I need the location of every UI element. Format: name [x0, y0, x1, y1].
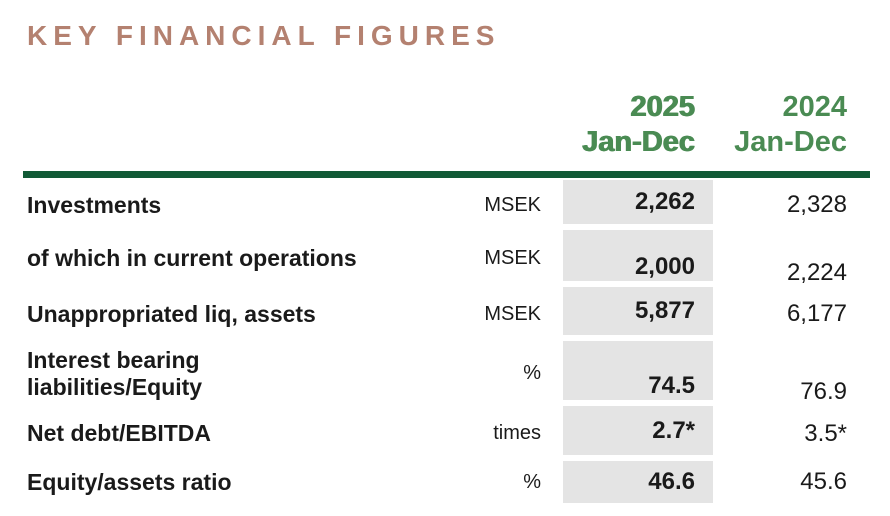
column-header-2024-year: 2024	[782, 91, 847, 123]
value-2025: 2,000	[563, 230, 713, 287]
row-unit: %	[523, 362, 541, 384]
row-unit: MSEK	[484, 302, 541, 325]
value-2025: 2.7*	[563, 406, 713, 461]
table-header-row: 2025 Jan-Dec 2024 Jan-Dec	[27, 90, 847, 160]
value-2024: 76.9	[800, 377, 847, 405]
row-label: of which in current operations	[27, 245, 357, 271]
spacer	[541, 406, 563, 461]
row-label: Unappropriated liq, assets	[27, 300, 316, 327]
row-unit: MSEK	[484, 193, 541, 216]
value-2024: 2,328	[786, 191, 847, 218]
column-header-2025-year: 2025	[630, 91, 695, 123]
value-2024: 2,224	[786, 258, 847, 286]
value-2025: 74.5	[563, 341, 713, 406]
row-label: Investments	[27, 191, 162, 218]
value-2025: 46.6	[563, 461, 713, 503]
row-label: Interest bearing liabilities/Equity	[27, 346, 203, 400]
column-header-2024: 2024 Jan-Dec	[713, 90, 847, 160]
value-2024: 6,177	[786, 300, 847, 327]
spacer	[541, 461, 563, 503]
row-unit: %	[523, 470, 541, 493]
row-unit: times	[493, 422, 541, 444]
spacer	[541, 230, 563, 287]
column-header-2024-period: Jan-Dec	[734, 126, 847, 158]
row-unit: MSEK	[484, 247, 541, 269]
value-2024: 45.6	[800, 468, 847, 495]
column-header-2025-period: Jan-Dec	[582, 126, 695, 158]
row-label: Equity/assets ratio	[27, 468, 232, 495]
spacer	[541, 341, 563, 406]
figures-table: Investments MSEK 2,262 2,328 of which in…	[27, 180, 847, 503]
row-label: Net debt/EBITDA	[27, 420, 211, 446]
value-2024: 3.5*	[804, 419, 847, 447]
spacer	[541, 287, 563, 341]
column-header-2025: 2025 Jan-Dec	[563, 90, 713, 160]
page-title: KEY FINANCIAL FIGURES	[27, 20, 501, 51]
header-divider-line	[23, 171, 870, 178]
value-2025: 5,877	[563, 287, 713, 341]
spacer	[541, 180, 563, 230]
value-2025: 2,262	[563, 180, 713, 230]
